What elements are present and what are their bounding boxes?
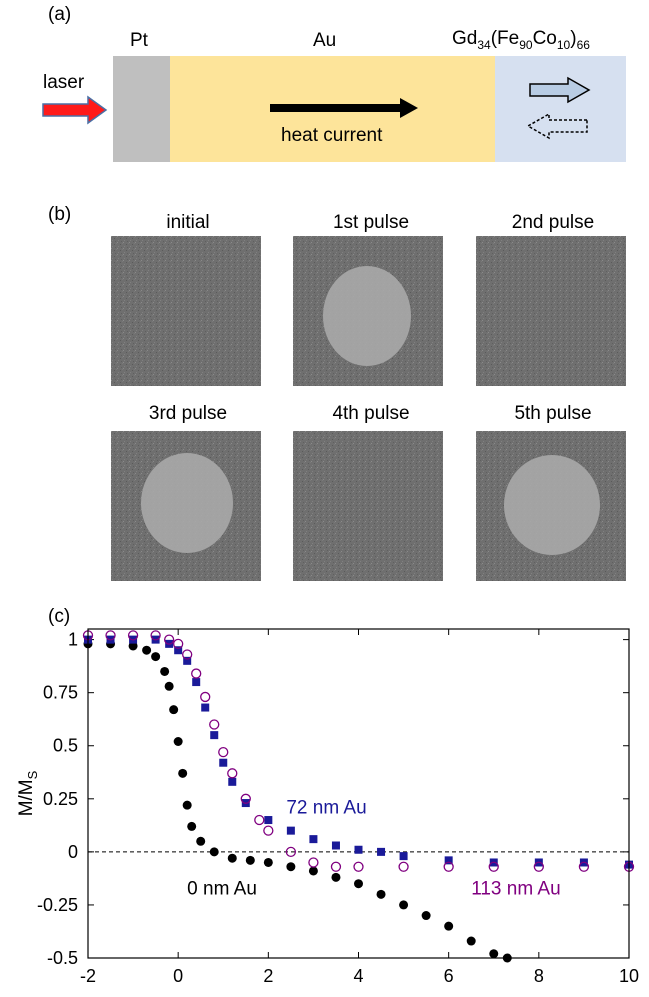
data-point-series-2 bbox=[255, 816, 264, 825]
moke-image-3rd-pulse bbox=[111, 431, 261, 581]
data-point-series-1 bbox=[264, 816, 272, 824]
data-point-series-0 bbox=[228, 854, 237, 863]
panel-b-tag: (b) bbox=[48, 204, 71, 226]
heat-current-label: heat current bbox=[281, 125, 382, 147]
data-point-series-0 bbox=[151, 652, 160, 661]
data-point-series-1 bbox=[309, 835, 317, 843]
x-tick-label: -2 bbox=[80, 966, 96, 986]
moke-image-1st-pulse bbox=[293, 236, 443, 386]
data-point-series-2 bbox=[309, 858, 318, 867]
gdfeco-layer-label: Gd34(Fe90Co10)66 bbox=[452, 28, 590, 52]
data-point-series-1 bbox=[377, 848, 385, 856]
moke-image-4th-pulse bbox=[293, 431, 443, 581]
data-point-series-2 bbox=[399, 862, 408, 871]
data-point-series-1 bbox=[192, 678, 200, 686]
y-tick-label: -0.25 bbox=[37, 895, 78, 915]
data-point-series-0 bbox=[399, 900, 408, 909]
y-tick-label: 0.75 bbox=[43, 683, 78, 703]
panel-a-tag: (a) bbox=[48, 4, 71, 26]
data-point-series-2 bbox=[210, 720, 219, 729]
laser-label: laser bbox=[43, 72, 84, 94]
data-point-series-2 bbox=[192, 669, 201, 678]
pt-layer bbox=[113, 56, 170, 162]
x-tick-label: 10 bbox=[619, 966, 639, 986]
data-point-series-0 bbox=[142, 646, 151, 655]
data-point-series-1 bbox=[201, 704, 209, 712]
data-point-series-2 bbox=[331, 862, 340, 871]
data-point-series-1 bbox=[287, 827, 295, 835]
y-tick-label: 1 bbox=[68, 630, 78, 650]
data-point-series-0 bbox=[331, 873, 340, 882]
series-annotation: 113 nm Au bbox=[471, 878, 560, 899]
moke-image-2nd-pulse bbox=[476, 236, 626, 386]
moke-image-initial bbox=[111, 236, 261, 386]
data-point-series-1 bbox=[332, 842, 340, 850]
data-point-series-1 bbox=[228, 778, 236, 786]
x-tick-label: 4 bbox=[353, 966, 363, 986]
image-title-1st-pulse: 1st pulse bbox=[291, 212, 451, 234]
data-point-series-2 bbox=[354, 862, 363, 871]
magnetization-arrow-left-dashed-icon bbox=[526, 112, 590, 140]
data-point-series-0 bbox=[246, 856, 255, 865]
data-point-series-1 bbox=[210, 731, 218, 739]
image-title-initial: initial bbox=[108, 212, 268, 234]
gdfeco-layer bbox=[495, 56, 626, 162]
au-layer-label: Au bbox=[313, 30, 336, 52]
data-point-series-0 bbox=[467, 937, 476, 946]
y-axis-label: M/MS bbox=[16, 770, 40, 816]
moke-image-5th-pulse bbox=[476, 431, 626, 581]
series-annotation: 0 nm Au bbox=[187, 878, 257, 899]
data-point-series-0 bbox=[489, 949, 498, 958]
data-point-series-2 bbox=[228, 769, 237, 778]
image-title-4th-pulse: 4th pulse bbox=[291, 403, 451, 425]
data-point-series-0 bbox=[183, 801, 192, 810]
data-point-series-0 bbox=[165, 682, 174, 691]
x-tick-label: 0 bbox=[173, 966, 183, 986]
data-point-series-2 bbox=[201, 692, 210, 701]
data-point-series-0 bbox=[377, 890, 386, 899]
data-point-series-0 bbox=[178, 769, 187, 778]
data-point-series-1 bbox=[355, 846, 363, 854]
y-tick-label: 0.25 bbox=[43, 789, 78, 809]
plot-frame bbox=[88, 629, 629, 958]
data-point-series-0 bbox=[210, 847, 219, 856]
data-point-series-0 bbox=[309, 866, 318, 875]
demagnetization-chart: -2 0 2 4 6 8 10 -0.5 -0.25 0 0.25 0.5 0.75 1 72 nm Au 1… bbox=[0, 600, 649, 997]
pt-layer-label: Pt bbox=[130, 30, 148, 52]
data-point-series-0 bbox=[444, 922, 453, 931]
data-point-series-0 bbox=[174, 737, 183, 746]
magnetization-arrow-right-icon bbox=[528, 76, 592, 104]
data-point-series-2 bbox=[264, 826, 273, 835]
data-point-series-0 bbox=[196, 837, 205, 846]
image-title-2nd-pulse: 2nd pulse bbox=[473, 212, 633, 234]
data-point-series-1 bbox=[219, 759, 227, 767]
laser-arrow-icon bbox=[42, 95, 108, 125]
data-point-series-0 bbox=[422, 911, 431, 920]
data-point-series-2 bbox=[219, 748, 228, 757]
image-title-3rd-pulse: 3rd pulse bbox=[108, 403, 268, 425]
image-title-5th-pulse: 5th pulse bbox=[473, 403, 633, 425]
y-tick-label: 0.5 bbox=[53, 736, 78, 756]
series-annotation: 72 nm Au bbox=[286, 798, 366, 819]
data-point-series-0 bbox=[169, 705, 178, 714]
x-tick-label: 8 bbox=[534, 966, 544, 986]
data-point-series-0 bbox=[354, 879, 363, 888]
data-point-series-0 bbox=[187, 822, 196, 831]
y-tick-label: 0 bbox=[68, 842, 78, 862]
heat-current-arrow-icon bbox=[268, 96, 420, 120]
x-tick-label: 6 bbox=[444, 966, 454, 986]
x-tick-label: 2 bbox=[263, 966, 273, 986]
data-point-series-0 bbox=[160, 667, 169, 676]
y-tick-label: -0.5 bbox=[47, 948, 78, 968]
data-point-series-0 bbox=[286, 862, 295, 871]
data-point-series-1 bbox=[400, 852, 408, 860]
data-point-series-0 bbox=[264, 858, 273, 867]
